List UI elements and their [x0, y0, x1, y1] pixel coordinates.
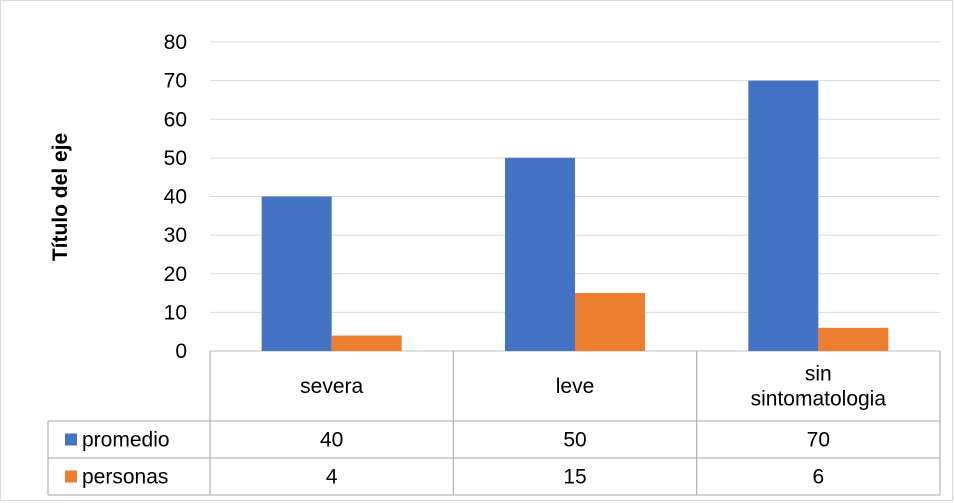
- bar-personas-sin-sintomatologia: [818, 327, 889, 351]
- y-tick-label-0: 0: [175, 340, 187, 363]
- y-tick-label-80: 80: [164, 31, 187, 54]
- bar-personas-severa: [331, 335, 402, 351]
- y-tick-labels: 0 10 20 30 40 50 60 70 80: [164, 31, 187, 363]
- y-tick-label-70: 70: [164, 70, 187, 93]
- y-axis-title: Título del eje: [49, 133, 72, 261]
- table-value-personas-sin-sintomatologia: 6: [812, 466, 824, 489]
- bar-promedio-leve: [505, 157, 575, 351]
- table-value-promedio-leve: 50: [563, 429, 586, 452]
- table-value-promedio-sin-sintomatologia: 70: [807, 429, 830, 452]
- category-label-severa: severa: [300, 375, 363, 398]
- y-tick-label-50: 50: [164, 147, 187, 170]
- legend-key-promedio: [65, 433, 77, 446]
- y-tick-label-20: 20: [164, 263, 187, 286]
- table-value-personas-leve: 15: [563, 466, 586, 489]
- y-tick-label-40: 40: [164, 186, 187, 209]
- bar-promedio-severa: [261, 196, 332, 351]
- y-tick-label-60: 60: [164, 108, 187, 131]
- bar-personas-leve: [575, 293, 645, 351]
- category-label-sin-sintomatologia: sintomatologia: [751, 388, 887, 411]
- legend-label-promedio: promedio: [82, 429, 170, 452]
- y-tick-label-10: 10: [164, 301, 187, 324]
- bars: [261, 80, 889, 351]
- y-tick-label-30: 30: [164, 224, 187, 247]
- category-label-leve: leve: [556, 375, 595, 398]
- table-value-personas-severa: 4: [326, 466, 338, 489]
- table-value-promedio-severa: 40: [320, 429, 343, 452]
- bar-promedio-sin-sintomatologia: [748, 80, 819, 351]
- legend-key-personas: [65, 470, 77, 483]
- legend-label-personas: personas: [82, 466, 168, 489]
- category-label-sin-sintomatologia: sin: [805, 363, 832, 386]
